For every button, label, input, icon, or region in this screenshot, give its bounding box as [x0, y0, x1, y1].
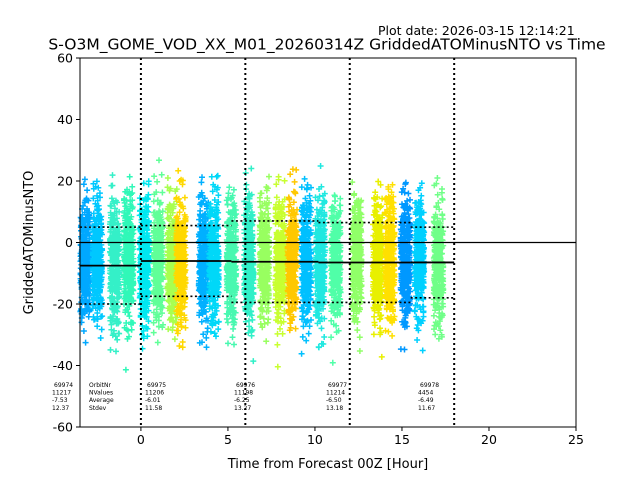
overpass-cluster-21: [397, 179, 414, 353]
overpass-cluster-0: [77, 176, 93, 346]
stat-value-2-0: 69976: [236, 382, 255, 389]
plot-date: Plot date: 2026-03-15 12:14:21: [378, 23, 575, 38]
overpass-markers-23: [430, 175, 447, 342]
stat-value-4-2: -6.49: [418, 397, 434, 404]
overpass-cluster-20: [382, 181, 398, 339]
y-tick-label-6: 60: [57, 51, 73, 66]
stat-label-2: Average: [89, 397, 114, 404]
y-tick-label-2: -20: [53, 297, 73, 312]
stat-value-4-0: 69978: [420, 382, 439, 389]
overpass-cluster-12: [256, 173, 273, 345]
overpass-markers-18: [349, 179, 365, 354]
overpass-markers-21: [397, 179, 414, 353]
overpass-cluster-2: [107, 172, 123, 355]
stat-value-3-3: 13.18: [326, 405, 343, 412]
x-tick-label-0: 0: [137, 432, 145, 447]
overpass-cluster-22: [411, 180, 428, 354]
overpass-markers-0: [77, 176, 93, 346]
stat-value-0-2: -7.53: [52, 397, 68, 404]
overpass-cluster-23: [430, 175, 447, 342]
overpass-markers-15: [298, 175, 314, 357]
y-tick-label-3: 0: [65, 235, 73, 250]
overpass-markers-14: [284, 166, 301, 334]
stat-value-2-1: 11198: [234, 390, 253, 397]
x-tick-label-3: 15: [394, 432, 410, 447]
overpass-cluster-13: [272, 173, 288, 370]
stat-label-1: NValues: [89, 390, 113, 397]
overpass-cluster-14: [284, 166, 301, 334]
overpass-markers-2: [107, 172, 123, 355]
overpass-cluster-15: [298, 175, 314, 357]
stat-value-3-1: 11214: [326, 390, 345, 397]
overpass-cluster-3: [121, 173, 137, 373]
stat-value-0-1: 11217: [52, 390, 71, 397]
overpass-markers-20: [382, 181, 398, 339]
stat-value-3-0: 69977: [328, 382, 347, 389]
y-tick-label-4: 20: [57, 174, 73, 189]
stat-value-1-1: 11206: [145, 390, 164, 397]
overpass-markers-11: [241, 165, 257, 365]
y-tick-label-5: 40: [57, 112, 73, 127]
overpass-cluster-1: [89, 178, 106, 341]
stat-label-0: OrbitNr: [89, 382, 112, 389]
stat-value-0-3: 12.37: [52, 405, 69, 412]
overpass-markers-3: [121, 173, 137, 373]
y-axis-label: GriddedATOMinusNTO: [22, 171, 37, 315]
stat-value-1-2: -6.01: [145, 397, 161, 404]
overpass-markers-10: [223, 184, 240, 348]
y-tick-label-0: -60: [53, 420, 73, 435]
stat-label-3: Stdev: [89, 405, 107, 412]
overpass-cluster-16: [312, 163, 328, 351]
y-axis: -60 -40 -20 0 20 40 60: [53, 51, 80, 435]
overpass-cluster-5: [150, 157, 167, 346]
overpass-cluster-11: [241, 165, 257, 365]
x-tick-label-1: 5: [224, 432, 232, 447]
overpass-markers-17: [328, 192, 344, 366]
stat-value-4-1: 4454: [418, 390, 433, 397]
overpass-cluster-18: [349, 179, 365, 354]
overpass-markers-19: [369, 178, 386, 360]
x-axis: 0 5 10 15 20 25: [137, 427, 584, 447]
overpass-markers-12: [256, 173, 273, 345]
chart-title: S-O3M_GOME_VOD_XX_M01_20260314Z GriddedA…: [48, 36, 605, 55]
overpass-cluster-17: [328, 192, 344, 366]
stat-value-2-3: 13.27: [234, 405, 251, 412]
stat-value-1-3: 11.58: [145, 405, 162, 412]
y-tick-label-1: -40: [53, 358, 73, 373]
x-axis-label: Time from Forecast 00Z [Hour]: [227, 457, 429, 472]
overpass-cluster-6: [164, 175, 180, 343]
x-tick-label-5: 25: [568, 432, 584, 447]
overpass-markers-22: [411, 180, 428, 354]
overpass-markers-5: [150, 157, 167, 346]
overpass-cluster-10: [223, 184, 240, 348]
lines-layer: [80, 58, 576, 427]
stat-value-4-3: 11.67: [418, 405, 435, 412]
overpass-markers-1: [89, 178, 106, 341]
overpass-markers-6: [164, 175, 180, 343]
x-tick-label-2: 10: [307, 432, 323, 447]
stat-value-3-2: -6.50: [326, 397, 342, 404]
stat-value-0-0: 69974: [54, 382, 73, 389]
overpass-markers-16: [312, 163, 328, 351]
overpass-markers-13: [272, 173, 288, 370]
stat-value-2-2: -6.25: [234, 397, 250, 404]
stat-value-1-0: 69975: [147, 382, 166, 389]
x-tick-label-4: 20: [481, 432, 497, 447]
overpass-cluster-19: [369, 178, 386, 360]
